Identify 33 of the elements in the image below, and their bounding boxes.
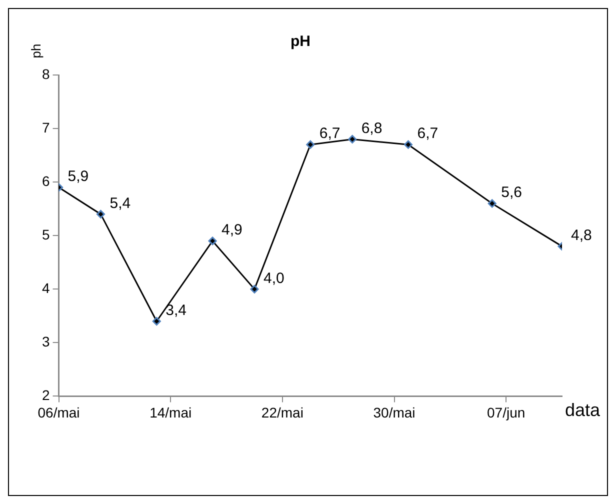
chart-title: pH [290,33,310,50]
data-label: 4,9 [222,222,242,239]
data-label: 4,0 [263,270,284,287]
y-axis-title: ph [28,44,44,58]
point [96,210,105,218]
point [488,199,496,208]
point [152,317,161,326]
data-label: 5,4 [110,194,131,212]
y-tick-label: 4 [42,280,50,296]
x-tick-label: 22/mai [261,404,304,420]
data-label: 6,7 [417,125,438,142]
point [208,236,217,246]
data-label: 3,4 [166,302,186,319]
point [250,284,259,294]
y-tick-label: 2 [42,387,50,404]
x-tick-label: 07/jun [487,404,526,420]
point [404,140,412,149]
y-tick-label: 5 [42,226,50,242]
point [348,134,357,144]
y-tick-label: 3 [42,334,50,350]
x-axis-title: data [565,400,602,420]
x-tick-label: 30/mai [373,404,416,420]
data-label: 4,8 [571,226,592,244]
y-tick-label: 7 [42,119,50,136]
y-tick-label: 6 [42,172,50,189]
x-tick-label: 06/mai [38,404,80,420]
data-label: 5,9 [68,168,89,186]
point [306,140,315,149]
y-tick-label: 8 [42,66,50,82]
x-tick-label: 14/mai [150,404,192,420]
data-label: 5,6 [501,184,522,202]
data-label: 6,8 [361,120,382,137]
data-label: 6,7 [319,125,340,142]
